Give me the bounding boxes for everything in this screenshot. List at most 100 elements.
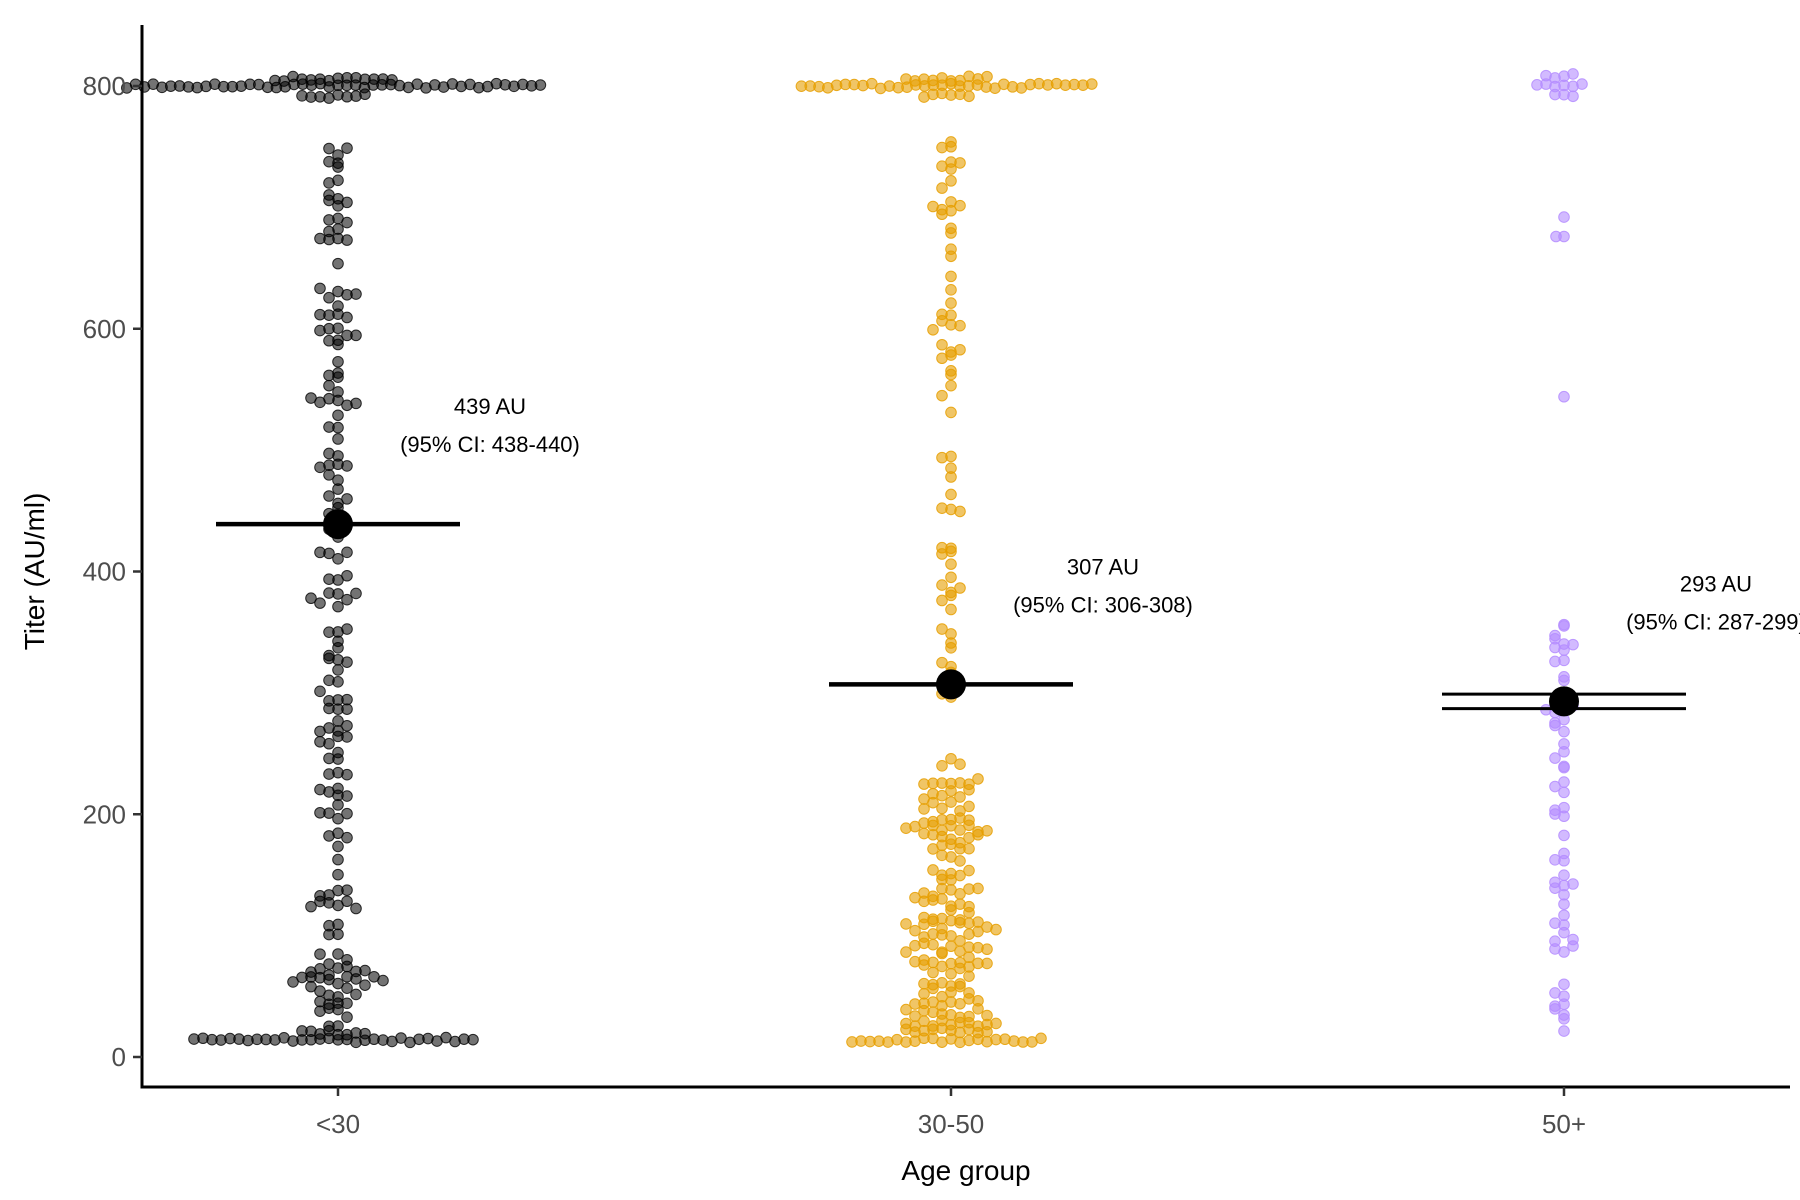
data-point: [963, 900, 975, 913]
data-point: [945, 136, 957, 148]
data-point: [1558, 725, 1570, 738]
data-point: [386, 74, 398, 86]
data-point: [981, 824, 993, 837]
data-point: [954, 505, 966, 518]
data-point: [981, 943, 993, 956]
data-point: [341, 790, 353, 802]
data-point: [332, 746, 344, 759]
data-point: [1549, 655, 1561, 668]
data-point: [323, 225, 335, 238]
data-point: [314, 461, 326, 474]
data-point: [332, 300, 344, 312]
data-point: [972, 995, 984, 1007]
axes-layer: [140, 25, 1790, 1089]
data-point: [1558, 1009, 1570, 1021]
data-point: [954, 855, 966, 867]
data-point: [936, 802, 948, 815]
mean-annotation: 307 AU: [1067, 554, 1139, 579]
data-point: [936, 389, 948, 402]
data-point: [359, 1027, 371, 1040]
data-point: [1567, 638, 1579, 651]
y-tick-label: 600: [83, 314, 126, 344]
data-point: [341, 623, 353, 635]
data-point: [323, 334, 335, 347]
data-point: [1558, 869, 1570, 881]
data-point: [972, 882, 984, 895]
data-point: [990, 923, 1002, 936]
data-point: [305, 966, 317, 978]
data-point: [945, 571, 957, 584]
data-point: [945, 462, 957, 474]
data-point: [341, 895, 353, 908]
data-point: [945, 243, 957, 255]
data-point: [1549, 876, 1561, 889]
data-point: [323, 587, 335, 599]
data-point: [927, 1020, 939, 1032]
data-point: [341, 997, 353, 1010]
data-point: [332, 257, 344, 270]
data-point: [332, 799, 344, 811]
data-point: [945, 222, 957, 235]
data-point: [323, 830, 335, 842]
data-point: [945, 270, 957, 283]
ticks-layer: 0 200 400 600 800 <30 30-50 50+: [83, 71, 1586, 1139]
data-point: [1558, 760, 1570, 773]
data-point: [954, 157, 966, 169]
data-point: [846, 1036, 858, 1048]
data-point: [1549, 935, 1561, 947]
data-point: [332, 664, 344, 676]
data-point: [963, 864, 975, 877]
data-point: [936, 760, 948, 772]
data-point: [314, 948, 326, 960]
data-point: [350, 902, 362, 915]
mean-point: [1549, 686, 1579, 717]
data-point: [1035, 1032, 1047, 1045]
data-point: [795, 80, 808, 92]
data-point: [1558, 847, 1570, 860]
data-point: [936, 922, 948, 935]
y-tick-label: 400: [83, 557, 126, 587]
data-point: [900, 822, 912, 834]
data-point: [945, 628, 957, 640]
data-point: [377, 974, 389, 987]
data-point: [936, 869, 948, 881]
data-point: [341, 768, 353, 781]
data-point: [350, 988, 362, 1001]
data-point: [1549, 752, 1561, 764]
data-point: [305, 592, 317, 605]
data-point: [341, 703, 353, 715]
data-point: [323, 447, 335, 460]
data-point: [323, 177, 335, 189]
mean-annotation: 293 AU: [1680, 571, 1752, 596]
data-point: [341, 1011, 353, 1023]
ci-annotation: (95% CI: 306-308): [1013, 592, 1193, 617]
data-point: [954, 997, 966, 1010]
data-point: [936, 990, 948, 1003]
data-point: [323, 490, 335, 502]
data-point: [314, 725, 326, 738]
data-point: [900, 946, 912, 958]
data-point: [1558, 390, 1570, 403]
data-point: [314, 546, 326, 559]
data-point: [954, 758, 966, 770]
data-point: [341, 493, 353, 505]
data-point: [918, 887, 930, 899]
data-point: [963, 778, 975, 791]
data-point: [296, 971, 308, 984]
data-point: [1558, 829, 1570, 842]
data-point: [981, 70, 993, 83]
data-point: [314, 995, 326, 1008]
data-point: [188, 1033, 200, 1045]
data-point: [341, 593, 353, 606]
data-point: [918, 778, 930, 790]
data-point: [332, 840, 344, 853]
data-point: [945, 558, 957, 570]
x-tick-label: <30: [316, 1109, 360, 1139]
data-point: [954, 888, 966, 900]
annotation-layer: 439 AU (95% CI: 438-440) 307 AU (95% CI: 30…: [400, 394, 1800, 634]
data-point: [954, 935, 966, 947]
data-point: [314, 806, 326, 819]
data-point: [287, 976, 299, 988]
